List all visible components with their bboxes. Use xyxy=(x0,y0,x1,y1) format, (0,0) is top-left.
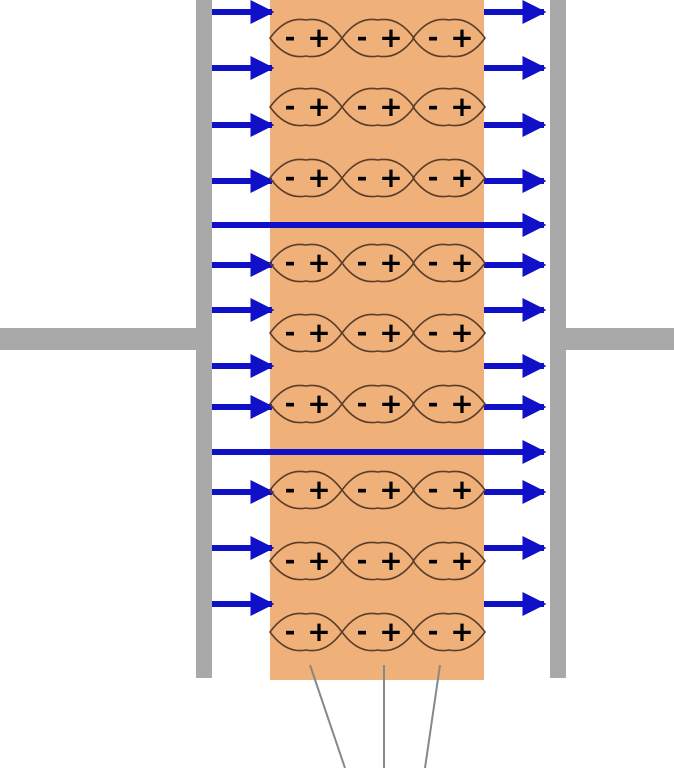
negative-charge-sign: - xyxy=(428,318,439,348)
negative-charge-sign: - xyxy=(428,92,439,122)
dipole: - + xyxy=(412,87,486,127)
negative-charge-sign: - xyxy=(357,248,368,278)
positive-charge-sign: + xyxy=(450,316,473,349)
positive-charge-sign: + xyxy=(307,21,330,54)
leader-line xyxy=(424,664,441,768)
dipole: - + xyxy=(341,158,415,198)
leader-lines xyxy=(309,664,441,768)
dipole: - + xyxy=(341,612,415,652)
negative-charge-sign: - xyxy=(357,23,368,53)
positive-charge-sign: + xyxy=(307,615,330,648)
positive-charge-sign: + xyxy=(450,246,473,279)
dipole: - + xyxy=(412,541,486,581)
dipole: - + xyxy=(341,243,415,283)
positive-charge-sign: + xyxy=(379,316,402,349)
negative-charge-sign: - xyxy=(285,546,296,576)
negative-charge-sign: - xyxy=(357,546,368,576)
positive-charge-sign: + xyxy=(450,161,473,194)
negative-charge-sign: - xyxy=(357,163,368,193)
dipole: - + xyxy=(341,18,415,58)
negative-charge-sign: - xyxy=(285,163,296,193)
dipole: - + xyxy=(412,470,486,510)
positive-charge-sign: + xyxy=(450,387,473,420)
electric-field-layer xyxy=(212,0,547,616)
positive-charge-sign: + xyxy=(307,316,330,349)
positive-charge-sign: + xyxy=(379,544,402,577)
right-lead-wire xyxy=(560,328,674,350)
dipole: - + xyxy=(412,612,486,652)
negative-charge-sign: - xyxy=(428,475,439,505)
positive-charge-sign: + xyxy=(307,544,330,577)
negative-charge-sign: - xyxy=(357,389,368,419)
positive-charge-sign: + xyxy=(379,246,402,279)
positive-charge-sign: + xyxy=(307,161,330,194)
positive-charge-sign: + xyxy=(450,615,473,648)
negative-charge-sign: - xyxy=(285,617,296,647)
right-capacitor-plate xyxy=(550,0,566,678)
positive-charge-sign: + xyxy=(307,473,330,506)
positive-charge-sign: + xyxy=(307,387,330,420)
negative-charge-sign: - xyxy=(357,617,368,647)
dipole: - + xyxy=(412,313,486,353)
positive-charge-sign: + xyxy=(307,246,330,279)
dipole: - + xyxy=(341,470,415,510)
negative-charge-sign: - xyxy=(357,318,368,348)
positive-charge-sign: + xyxy=(450,544,473,577)
dipole: - + xyxy=(412,384,486,424)
positive-charge-sign: + xyxy=(379,21,402,54)
dipole: - + xyxy=(341,541,415,581)
dielectric-slab xyxy=(270,0,484,680)
negative-charge-sign: - xyxy=(428,23,439,53)
positive-charge-sign: + xyxy=(379,161,402,194)
negative-charge-sign: - xyxy=(428,389,439,419)
negative-charge-sign: - xyxy=(285,389,296,419)
dipole: - + xyxy=(412,18,486,58)
negative-charge-sign: - xyxy=(428,546,439,576)
dipole-layer: - + - + - +- + - + - +- + - + - +- + - + - +- + - + - +- + - + - +- + - +… xyxy=(269,18,486,652)
negative-charge-sign: - xyxy=(428,617,439,647)
positive-charge-sign: + xyxy=(379,615,402,648)
positive-charge-sign: + xyxy=(450,90,473,123)
left-lead-wire xyxy=(0,328,205,350)
negative-charge-sign: - xyxy=(428,248,439,278)
positive-charge-sign: + xyxy=(450,21,473,54)
negative-charge-sign: - xyxy=(357,92,368,122)
negative-charge-sign: - xyxy=(285,475,296,505)
positive-charge-sign: + xyxy=(307,90,330,123)
dipole: - + xyxy=(341,87,415,127)
positive-charge-sign: + xyxy=(379,473,402,506)
leader-line xyxy=(309,664,346,768)
dipole: - + xyxy=(412,158,486,198)
negative-charge-sign: - xyxy=(285,23,296,53)
positive-charge-sign: + xyxy=(379,387,402,420)
positive-charge-sign: + xyxy=(379,90,402,123)
positive-charge-sign: + xyxy=(450,473,473,506)
dipole: - + xyxy=(341,384,415,424)
dipole: - + xyxy=(341,313,415,353)
negative-charge-sign: - xyxy=(285,318,296,348)
negative-charge-sign: - xyxy=(285,92,296,122)
left-capacitor-plate xyxy=(196,0,212,678)
negative-charge-sign: - xyxy=(357,475,368,505)
negative-charge-sign: - xyxy=(285,248,296,278)
negative-charge-sign: - xyxy=(428,163,439,193)
dipole: - + xyxy=(412,243,486,283)
